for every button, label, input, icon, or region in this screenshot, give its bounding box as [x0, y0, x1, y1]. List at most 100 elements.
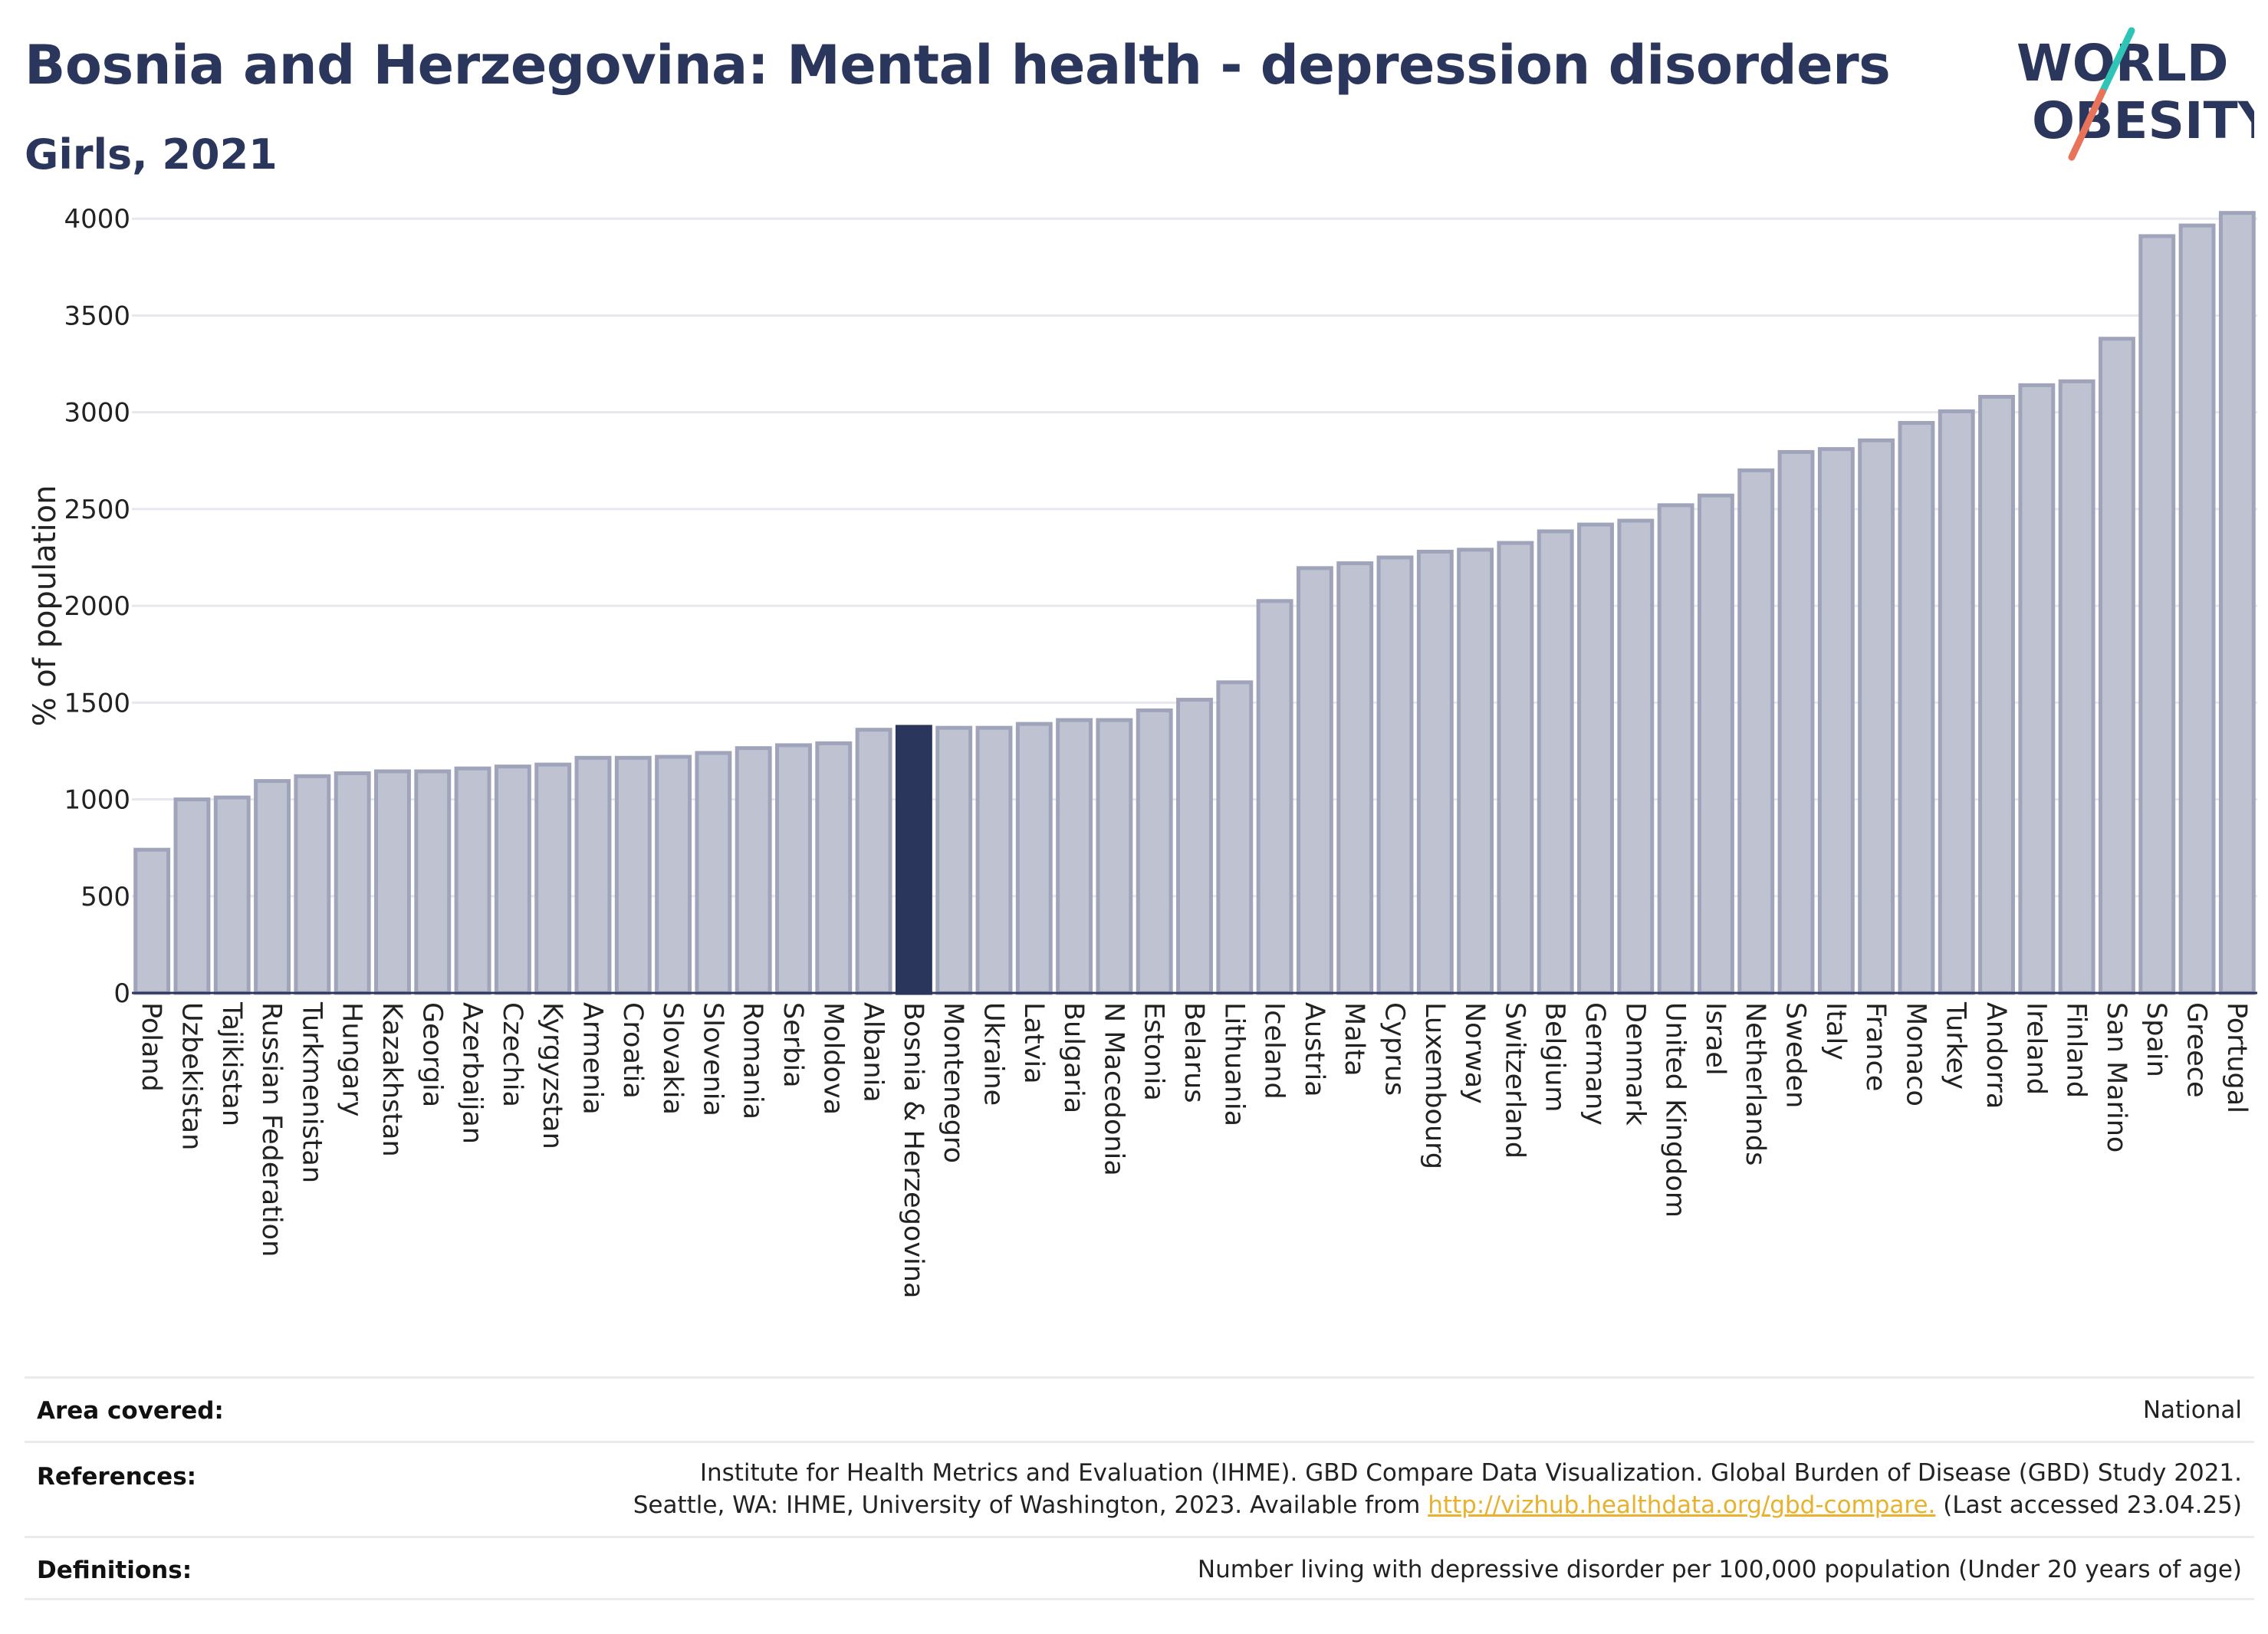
bar-cyprus[interactable] [1376, 555, 1414, 995]
x-tick-label: Israel [1700, 1002, 1731, 1076]
x-tick-label: Spain [2141, 1002, 2171, 1077]
bar-georgia[interactable] [414, 769, 452, 995]
x-tick-label: Italy [1820, 1002, 1851, 1060]
bar-chart: 0 500 1000 1500 2000 2500 3000 3500 4000 Poland U… [28, 204, 2257, 1298]
bar-luxembourg[interactable] [1416, 549, 1454, 995]
bar-israel[interactable] [1697, 493, 1734, 995]
bar-portugal[interactable] [2218, 211, 2256, 995]
x-tick-label: Serbia [777, 1002, 808, 1088]
bar-norway[interactable] [1457, 547, 1494, 995]
y-axis-ticks: 0 500 1000 1500 2000 2500 3000 3500 4000 [64, 204, 130, 1009]
x-tick-label: Portugal [2221, 1002, 2252, 1113]
bar-belgium[interactable] [1537, 529, 1574, 995]
x-tick-label: Romania [738, 1002, 768, 1119]
bar-malta[interactable] [1336, 561, 1374, 995]
x-tick-label: Finland [2061, 1002, 2092, 1098]
y-tick-label: 1000 [64, 785, 130, 816]
x-tick-label: Georgia [416, 1002, 447, 1107]
bar-belarus[interactable] [1176, 698, 1213, 995]
bar-latvia[interactable] [1015, 722, 1053, 995]
bar-ukraine[interactable] [975, 725, 1013, 995]
y-axis-title: % of population [28, 485, 63, 727]
bar-andorra[interactable] [1978, 394, 2015, 995]
references-label: References: [37, 1463, 197, 1491]
y-tick-label: 3500 [64, 301, 130, 331]
bar-sweden[interactable] [1777, 449, 1815, 995]
footer-row-definitions: Definitions: Number living with depressi… [25, 1536, 2254, 1600]
bar-russian-federation[interactable] [254, 779, 291, 995]
bar-azerbaijan[interactable] [454, 766, 491, 995]
x-tick-label: Croatia [617, 1002, 648, 1099]
x-tick-label: Norway [1459, 1002, 1490, 1104]
y-tick-label: 0 [113, 978, 130, 1009]
bar-slovakia[interactable] [655, 755, 692, 995]
bar-spain[interactable] [2138, 234, 2176, 995]
bar-kyrgyzstan[interactable] [534, 762, 572, 995]
bar-romania[interactable] [735, 746, 772, 995]
bar-moldova[interactable] [815, 741, 853, 995]
bar-bosnia-herzegovina[interactable] [895, 725, 932, 995]
bar-kazakhstan[interactable] [374, 769, 411, 995]
bar-hungary[interactable] [334, 771, 371, 995]
references-line-2-suffix: (Last accessed 23.04.25) [1935, 1491, 2242, 1519]
bar-slovenia[interactable] [695, 751, 732, 995]
chart-title: Bosnia and Herzegovina: Mental health - … [25, 34, 1891, 97]
bars [133, 211, 2256, 995]
bar-iceland[interactable] [1256, 599, 1293, 995]
footer-row-area: Area covered: National [25, 1376, 2254, 1441]
x-tick-label: Turkmenistan [296, 1001, 327, 1183]
bar-austria[interactable] [1296, 566, 1333, 995]
x-tick-label: Turkey [1941, 1001, 1971, 1090]
bar-monaco[interactable] [1898, 421, 1935, 995]
world-obesity-logo: WORLD OBESITY [2017, 27, 2254, 161]
x-tick-label: France [1860, 1002, 1891, 1091]
bar-uzbekistan[interactable] [173, 797, 211, 995]
x-tick-label: Azerbaijan [457, 1002, 488, 1144]
y-tick-label: 3000 [64, 398, 130, 429]
bar-switzerland[interactable] [1497, 541, 1534, 995]
bar-ireland[interactable] [2018, 383, 2056, 995]
bar-montenegro[interactable] [935, 725, 973, 995]
x-tick-label: Austria [1299, 1002, 1330, 1097]
bar-turkmenistan[interactable] [294, 774, 331, 995]
bar-estonia[interactable] [1136, 708, 1173, 995]
area-covered-label: Area covered: [37, 1397, 224, 1425]
references-link[interactable]: http://vizhub.healthdata.org/gbd-compare… [1428, 1491, 1936, 1519]
bar-serbia[interactable] [775, 743, 812, 995]
bar-czechia[interactable] [494, 764, 531, 995]
bar-netherlands[interactable] [1737, 468, 1775, 995]
bar-denmark[interactable] [1617, 518, 1655, 995]
logo-slash-teal [2099, 27, 2135, 96]
references-text: Institute for Health Metrics and Evaluat… [633, 1457, 2242, 1521]
bar-croatia[interactable] [614, 755, 652, 995]
bar-n-macedonia[interactable] [1096, 718, 1133, 995]
bar-italy[interactable] [1817, 447, 1855, 995]
bar-armenia[interactable] [574, 755, 612, 995]
x-tick-label: Armenia [577, 1002, 607, 1115]
x-tick-label: Estonia [1139, 1002, 1169, 1101]
x-tick-label: Netherlands [1740, 1002, 1770, 1165]
bar-albania[interactable] [855, 728, 892, 995]
bar-germany[interactable] [1577, 522, 1614, 995]
x-tick-label: Tajikistan [216, 1001, 247, 1126]
x-tick-label: Kazakhstan [376, 1002, 407, 1157]
logo-slash-coral [2068, 88, 2106, 161]
x-tick-label: Iceland [1259, 1002, 1290, 1100]
bar-united-kingdom[interactable] [1657, 503, 1694, 995]
bar-poland[interactable] [133, 847, 171, 995]
x-tick-label: Uzbekistan [176, 1002, 206, 1150]
bar-france[interactable] [1858, 438, 1895, 995]
bar-san-marino[interactable] [2098, 337, 2135, 995]
x-tick-label: Switzerland [1499, 1002, 1530, 1159]
bar-tajikistan[interactable] [213, 795, 251, 995]
bar-turkey[interactable] [1938, 409, 1975, 995]
x-tick-label: Bosnia & Herzegovina [898, 1002, 929, 1298]
bar-lithuania[interactable] [1216, 680, 1254, 995]
x-tick-label: Slovenia [697, 1002, 728, 1116]
x-tick-label: Ukraine [978, 1002, 1008, 1106]
bar-greece[interactable] [2178, 223, 2216, 995]
bar-bulgaria[interactable] [1056, 718, 1093, 995]
bar-finland[interactable] [2058, 379, 2095, 995]
y-tick-label: 1500 [64, 688, 130, 718]
x-tick-label: Andorra [1980, 1002, 2011, 1109]
